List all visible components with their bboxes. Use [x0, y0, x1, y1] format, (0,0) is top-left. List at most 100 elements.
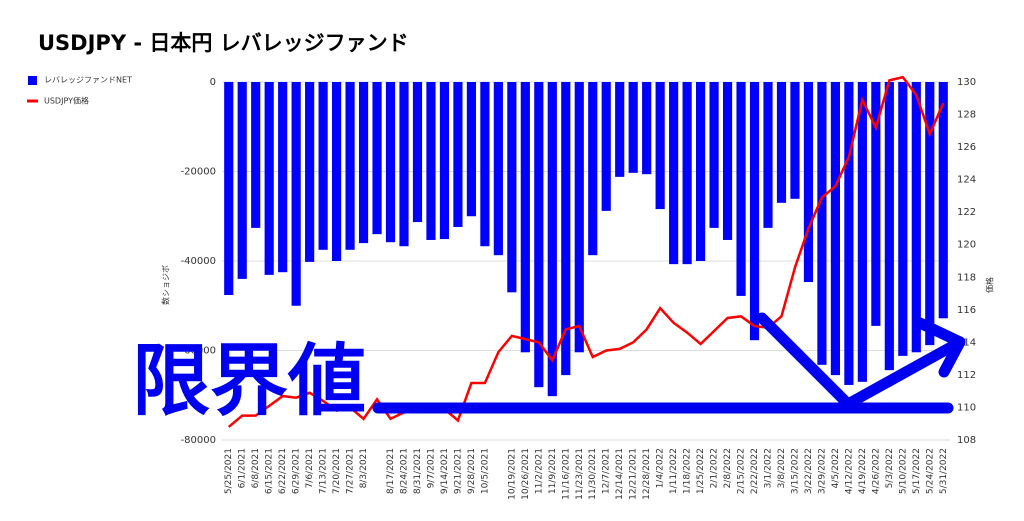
bar: [493, 82, 503, 256]
bar: [453, 82, 463, 227]
x-tick-label: 12/21/2021: [629, 448, 639, 500]
y2-tick-label: 126: [957, 142, 976, 153]
bar: [682, 82, 692, 265]
x-tick-label: 9/7/2021: [426, 448, 436, 488]
x-tick-label: 1/25/2022: [696, 448, 706, 494]
x-tick-label: 10/19/2021: [507, 448, 517, 500]
price-line: [227, 75, 945, 428]
x-tick-label: 1/18/2022: [683, 448, 693, 494]
x-tick-label: 3/1/2022: [764, 448, 774, 488]
bar: [561, 82, 571, 376]
x-tick-label: 1/4/2022: [656, 448, 666, 488]
y-tick-label: -20000: [181, 167, 216, 178]
bar: [358, 82, 369, 244]
y2-tick-label: 110: [957, 402, 976, 413]
legend-label: USDJPY価格: [44, 96, 89, 106]
x-tick-label: 7/20/2021: [332, 448, 342, 494]
bar: [898, 82, 908, 356]
x-tick-label: 5/25/2021: [224, 448, 234, 494]
x-tick-label: 8/31/2021: [413, 448, 423, 494]
x-tick-label: 3/8/2022: [777, 448, 787, 488]
annotation-arrow: [756, 312, 966, 410]
x-tick-label: 6/22/2021: [278, 448, 288, 494]
x-tick-label: 11/23/2021: [575, 448, 585, 500]
bar: [790, 82, 800, 199]
bar: [305, 82, 315, 262]
x-tick-label: 12/28/2021: [642, 448, 652, 500]
x-tick-label: 5/17/2022: [912, 448, 922, 494]
legend-label: レバレッジファンドNET: [44, 76, 132, 85]
bar: [776, 82, 787, 203]
y2-tick-label: 128: [957, 110, 976, 121]
bar: [372, 82, 382, 235]
bar: [507, 82, 517, 293]
bar: [817, 82, 827, 365]
x-tick-label: 5/10/2022: [898, 448, 908, 494]
bar: [385, 82, 396, 243]
bar: [237, 82, 247, 279]
bar: [399, 82, 409, 247]
bar: [439, 82, 450, 240]
x-tick-label: 11/9/2021: [548, 448, 558, 494]
bar: [655, 82, 665, 210]
bar: [628, 82, 638, 173]
bar: [925, 82, 935, 346]
chart-title: USDJPY - 日本円 レバレッジファンド: [38, 31, 409, 55]
x-tick-label: 7/6/2021: [305, 448, 315, 488]
x-tick-label: 9/28/2021: [467, 448, 477, 494]
y2-tick-label: 130: [957, 77, 976, 88]
bar: [601, 82, 611, 211]
y-tick-label: -60000: [181, 346, 216, 357]
x-tick-label: 2/1/2022: [710, 448, 720, 488]
x-tick-label: 1/11/2022: [669, 448, 679, 494]
x-tick-label: 11/16/2021: [561, 448, 571, 500]
x-tick-label: 2/15/2022: [737, 448, 747, 494]
bar: [844, 82, 854, 385]
bar: [412, 82, 423, 223]
x-tick-label: 6/1/2021: [238, 448, 248, 488]
x-tick-label: 3/22/2022: [804, 448, 814, 494]
bar: [291, 82, 301, 306]
bar: [763, 82, 773, 228]
x-tick-label: 8/3/2021: [359, 448, 369, 488]
y2-tick-label: 108: [957, 435, 976, 446]
x-tick-label: 3/29/2022: [817, 448, 827, 494]
y2-tick-label: 112: [957, 370, 976, 381]
x-tick-label: 11/30/2021: [588, 448, 598, 500]
bar: [480, 82, 490, 247]
bar: [574, 82, 584, 353]
y-tick-label: 0: [210, 77, 216, 88]
bar: [749, 82, 760, 341]
x-tick-label: 4/26/2022: [871, 448, 881, 494]
x-tick-label: 6/8/2021: [251, 448, 261, 488]
y2-tick-label: 124: [957, 175, 976, 186]
x-tick-label: 6/29/2021: [292, 448, 302, 494]
bar: [264, 82, 274, 275]
bar: [911, 82, 921, 353]
bar: [520, 82, 530, 353]
bar: [803, 82, 814, 283]
bar: [736, 82, 746, 296]
x-tick-label: 2/8/2022: [723, 448, 733, 488]
x-tick-label: 8/24/2021: [400, 448, 410, 494]
bar: [534, 82, 544, 388]
annotation-arrow-head: [914, 317, 966, 378]
bar: [884, 82, 894, 371]
y2-tick-label: 118: [957, 272, 976, 283]
bar: [871, 82, 881, 326]
bar: [224, 82, 234, 296]
x-tick-label: 2/22/2022: [750, 448, 760, 494]
x-tick-label: 4/19/2022: [858, 448, 868, 494]
bar: [466, 82, 476, 217]
bar: [938, 82, 948, 319]
bar: [696, 82, 706, 261]
legend-swatch: [28, 76, 37, 85]
x-tick-label: 5/3/2022: [885, 448, 895, 488]
bar: [588, 82, 598, 256]
bar: [642, 82, 652, 175]
y-tick-label: -80000: [181, 435, 216, 446]
x-tick-label: 6/15/2021: [265, 448, 275, 494]
y-tick-label: -40000: [181, 256, 216, 267]
x-tick-label: 7/13/2021: [319, 448, 329, 494]
y2-tick-label: 116: [957, 305, 976, 316]
